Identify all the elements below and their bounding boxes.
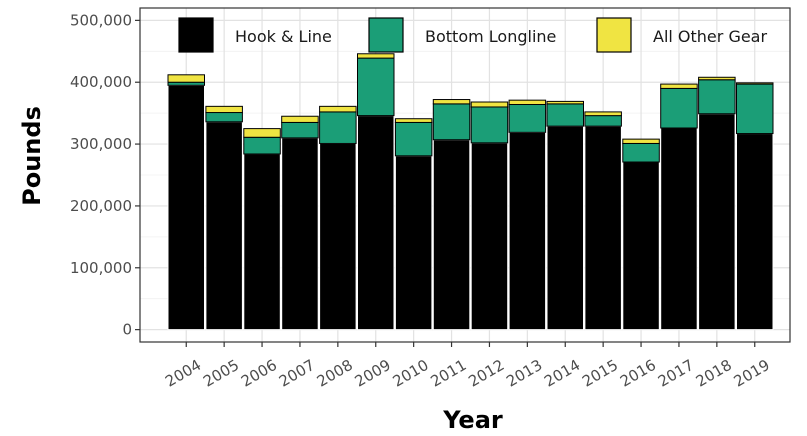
legend-swatch — [596, 17, 632, 53]
y-tick-label: 300,000 — [70, 135, 132, 153]
legend-label: Hook & Line — [235, 27, 332, 46]
bar-segment — [584, 125, 622, 331]
bar-segment — [357, 57, 395, 117]
bar-segment — [622, 161, 660, 331]
bars — [167, 53, 774, 331]
bar-segment — [622, 138, 660, 144]
bar-segment — [432, 99, 471, 105]
bar-segment — [394, 121, 433, 157]
y-tick-label: 0 — [122, 321, 132, 339]
bar-segment — [319, 105, 357, 113]
bar-segment — [205, 112, 243, 123]
bar-segment — [394, 118, 433, 123]
bar-segment — [736, 133, 774, 331]
bar-segment — [584, 111, 622, 117]
bar-segment — [546, 103, 584, 127]
bar-segment — [319, 111, 357, 144]
y-axis-title: Pounds — [18, 106, 46, 206]
bar-segment — [736, 83, 774, 135]
bar-segment — [470, 142, 509, 331]
bar-segment — [281, 115, 319, 123]
bar-segment — [167, 74, 205, 83]
bar-segment — [243, 128, 281, 138]
legend-label: Bottom Longline — [425, 27, 556, 46]
bar-segment — [432, 139, 471, 331]
legend-label: All Other Gear — [653, 27, 767, 46]
bar-segment — [243, 136, 281, 155]
bar-segment — [660, 87, 698, 129]
bar-segment — [698, 79, 736, 115]
bar-segment — [470, 106, 509, 144]
bar-segment — [319, 142, 357, 331]
y-axis: 0 100,000 200,000 300,000 400,000 500,000 — [70, 11, 140, 339]
y-tick-label: 200,000 — [70, 197, 132, 215]
legend-swatch — [368, 17, 404, 53]
bar-segment — [546, 100, 584, 105]
plot-border — [139, 7, 791, 343]
legend: Hook & Line Bottom Longline All Other Gear — [178, 17, 767, 53]
bar-segment — [584, 115, 622, 127]
bar-segment — [167, 84, 205, 331]
y-tick-label: 100,000 — [70, 259, 132, 277]
bar-segment — [205, 105, 243, 114]
bar-segment — [546, 125, 584, 331]
bar-segment — [698, 113, 736, 331]
y-tick-label: 500,000 — [70, 11, 132, 29]
bar-segment — [736, 82, 774, 85]
bar-segment — [394, 155, 433, 331]
bar-segment — [698, 76, 736, 81]
bar-segment — [281, 137, 319, 331]
bar-segment — [660, 127, 698, 331]
bar-segment — [357, 115, 395, 331]
legend-swatch — [178, 17, 214, 53]
bar-segment — [508, 103, 547, 133]
bar-segment — [205, 121, 243, 331]
bar-segment — [660, 83, 698, 89]
y-tick-label: 400,000 — [70, 73, 132, 91]
bar-segment — [622, 142, 660, 163]
bar-segment — [243, 153, 281, 331]
bar-segment — [281, 121, 319, 139]
x-axis-title: Year — [442, 406, 503, 434]
bar-segment — [357, 53, 395, 59]
bar-segment — [508, 131, 547, 331]
bar-segment — [508, 99, 547, 105]
bar-segment — [432, 103, 471, 141]
bar-segment — [470, 101, 509, 108]
